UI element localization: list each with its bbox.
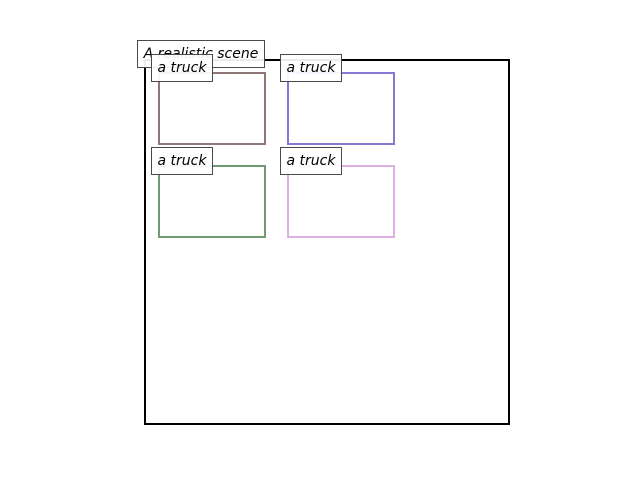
truck-box-2 <box>287 72 395 145</box>
truck-box-1 <box>158 72 266 145</box>
truck-label-3: a truck <box>151 147 213 175</box>
truck-label-2: a truck <box>280 54 342 82</box>
truck-box-3 <box>158 165 266 238</box>
truck-box-4 <box>287 165 395 238</box>
scene-frame <box>144 59 510 425</box>
truck-label-4: a truck <box>280 147 342 175</box>
truck-label-1: a truck <box>151 54 213 82</box>
